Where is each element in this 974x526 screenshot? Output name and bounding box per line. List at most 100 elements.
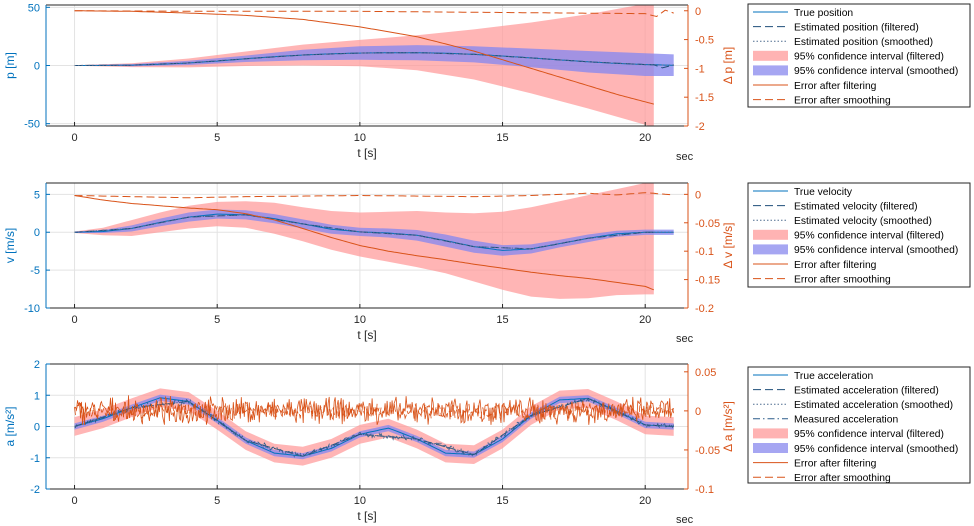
x-tick-label: 20 bbox=[639, 495, 651, 507]
series-true-acceleration bbox=[74, 397, 674, 457]
x-tick-label: 20 bbox=[639, 314, 651, 326]
series-error-after-smoothing bbox=[74, 9, 674, 18]
x-tick-label: 10 bbox=[354, 314, 366, 326]
legend-item-label: True acceleration bbox=[794, 371, 873, 382]
series-error-after-smoothing bbox=[74, 192, 674, 199]
legend-item-label: Estimated position (smoothed) bbox=[794, 37, 933, 48]
y-tick-label-right: -0.5 bbox=[695, 35, 714, 47]
y-tick-label-right: -2 bbox=[695, 121, 705, 133]
y-tick-label-right: 0 bbox=[695, 406, 701, 418]
legend-swatch-band bbox=[753, 229, 788, 240]
series-error-after-smoothing bbox=[74, 401, 675, 420]
x-tick-label: 0 bbox=[71, 495, 77, 507]
legend-item-label: True position bbox=[794, 8, 853, 19]
x-tick-label: 10 bbox=[354, 132, 366, 144]
x-tick-label: 15 bbox=[496, 132, 508, 144]
y-tick-label-left: 5 bbox=[34, 189, 40, 201]
legend-swatch-band bbox=[753, 50, 788, 61]
chart-acceleration: 0 5 10 15 20 t [s] sec -2 -1 0 1 2 a [m/s²] -0.1 -0.05… bbox=[3, 359, 971, 526]
legend-item-label: Estimated acceleration (filtered) bbox=[794, 385, 939, 396]
legend-item-label: 95% confidence interval (smoothed) bbox=[794, 245, 958, 256]
ci-band-filtered bbox=[74, 5, 654, 126]
y-tick-label-left: 50 bbox=[28, 2, 40, 14]
legend-item-label: Error after filtering bbox=[794, 260, 877, 271]
legend-item-label: Error after filtering bbox=[794, 458, 877, 469]
series-estimated-acceleration-filtered bbox=[74, 397, 674, 457]
plot-area bbox=[74, 183, 674, 299]
legend: True position Estimated position (filtere… bbox=[747, 3, 971, 108]
plot-area bbox=[74, 5, 674, 126]
series-error-after-filtering bbox=[74, 195, 654, 291]
legend-item-label: 95% confidence interval (smoothed) bbox=[794, 444, 958, 455]
y-axis-label-right: Δ p [m] bbox=[721, 47, 735, 84]
plot-area bbox=[74, 388, 675, 466]
legend-item-label: Estimated velocity (filtered) bbox=[794, 201, 918, 212]
x-tick-label: 5 bbox=[214, 314, 220, 326]
y-tick-label-left: 0 bbox=[34, 61, 40, 73]
series-measured-acceleration bbox=[74, 397, 675, 459]
ci-band-smoothed bbox=[74, 45, 674, 76]
legend-swatch-band bbox=[753, 65, 788, 76]
series-error-after-filtering bbox=[74, 395, 675, 426]
legend-swatch-band bbox=[753, 428, 788, 439]
y-axis-label-left: a [m/s²] bbox=[3, 406, 17, 446]
y-tick-label-right: -1.5 bbox=[695, 92, 714, 104]
x-axis-label: t [s] bbox=[357, 328, 376, 342]
y-tick-label-right: -0.1 bbox=[695, 484, 714, 496]
y-axis-label-left: p [m] bbox=[3, 52, 17, 79]
legend-item-label: Measured acceleration bbox=[794, 415, 898, 426]
legend: True acceleration Estimated acceleration … bbox=[747, 366, 971, 484]
y-tick-label-right: 0 bbox=[695, 6, 701, 18]
legend-item-label: True velocity bbox=[794, 187, 853, 198]
y-tick-label-right: 0 bbox=[695, 189, 701, 201]
x-axis-label: t [s] bbox=[357, 509, 376, 523]
y-tick-label-right: -0.15 bbox=[695, 275, 720, 287]
x-tick-label: 0 bbox=[71, 314, 77, 326]
y-tick-label-right: -0.2 bbox=[695, 303, 714, 315]
ci-band-filtered bbox=[74, 388, 674, 466]
x-tick-label: 15 bbox=[496, 314, 508, 326]
x-axis-unit: sec bbox=[676, 514, 694, 526]
x-tick-label: 15 bbox=[496, 495, 508, 507]
y-axis-label-left: v [m/s] bbox=[3, 228, 17, 263]
legend-item-label: Error after smoothing bbox=[794, 274, 891, 285]
x-tick-label: 5 bbox=[214, 132, 220, 144]
y-tick-label-right: 0.05 bbox=[695, 367, 716, 379]
y-tick-label-left: 0 bbox=[34, 227, 40, 239]
chart-velocity: 0 5 10 15 20 t [s] sec -10 -5 0 5 v [m/s] -0.2 -0.15 -… bbox=[3, 182, 971, 345]
y-tick-label-right: -0.05 bbox=[695, 218, 720, 230]
legend-item-label: 95% confidence interval (filtered) bbox=[794, 231, 944, 242]
y-tick-label-right: -0.05 bbox=[695, 445, 720, 457]
y-tick-label-left: 1 bbox=[34, 390, 40, 402]
legend-item-label: Error after smoothing bbox=[794, 95, 891, 106]
legend-item-label: 95% confidence interval (smoothed) bbox=[794, 66, 958, 77]
series-estimated-velocity-smoothed bbox=[74, 214, 674, 250]
chart-position: 0 5 10 15 20 t [s] sec -50 0 50 p [m] -2 -1.5 -1 -0.5 0… bbox=[3, 2, 971, 163]
y-tick-label-left: -1 bbox=[30, 453, 40, 465]
x-tick-label: 20 bbox=[639, 132, 651, 144]
x-tick-label: 5 bbox=[214, 495, 220, 507]
legend-item-label: Error after filtering bbox=[794, 81, 877, 92]
y-tick-label-left: 2 bbox=[34, 359, 40, 371]
y-tick-label-left: -10 bbox=[24, 303, 40, 315]
y-tick-label-left: 0 bbox=[34, 422, 40, 434]
legend-item-label: 95% confidence interval (filtered) bbox=[794, 429, 944, 440]
legend-item-label: Estimated position (filtered) bbox=[794, 22, 919, 33]
legend-item-label: Estimated velocity (smoothed) bbox=[794, 216, 932, 227]
y-tick-label-right: -1 bbox=[695, 63, 705, 75]
legend-box bbox=[747, 366, 971, 484]
y-tick-label-left: -50 bbox=[24, 119, 40, 131]
series-estimated-position-filtered bbox=[74, 52, 674, 69]
x-axis-unit: sec bbox=[676, 151, 694, 163]
y-tick-label-left: -2 bbox=[30, 484, 40, 496]
y-tick-label-left: -5 bbox=[30, 265, 40, 277]
legend-swatch-band bbox=[753, 443, 788, 453]
x-tick-label: 0 bbox=[71, 132, 77, 144]
y-tick-label-right: -0.1 bbox=[695, 246, 714, 258]
y-axis-label-right: Δ v [m/s] bbox=[721, 222, 735, 268]
series-error-after-filtering bbox=[74, 10, 654, 105]
legend: True velocity Estimated velocity (filtere… bbox=[747, 182, 971, 288]
legend-item-label: Estimated acceleration (smoothed) bbox=[794, 400, 953, 411]
legend-item-label: Error after smoothing bbox=[794, 473, 891, 484]
